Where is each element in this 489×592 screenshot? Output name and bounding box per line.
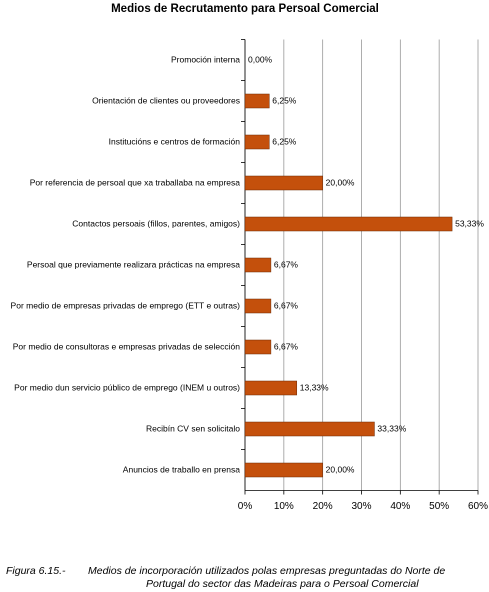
x-tick-label: 30% [351,501,371,512]
value-label: 6,67% [274,300,299,310]
bar [244,93,270,109]
bar [244,421,375,437]
x-tick-label: 0% [238,501,253,512]
value-label: 20,00% [326,177,355,187]
x-tick-label: 20% [313,501,333,512]
bar [244,380,298,396]
value-label: 6,25% [272,95,297,105]
caption-text: Portugal do sector das Madeiras para o P… [146,578,419,590]
bar [244,298,272,314]
x-tick-label: 40% [390,501,410,512]
y-tick-label: Por referencia de persoal que xa traball… [30,177,241,187]
caption-label: Figura 6.15.- [6,565,66,577]
y-tick-label: Recibín CV sen solicitalo [146,423,240,433]
bar [244,257,272,273]
y-tick-label: Persoal que previamente realizara prácti… [27,259,240,269]
bar [244,462,323,478]
value-label: 13,33% [300,382,329,392]
value-label: 6,25% [272,136,297,146]
value-label: 33,33% [377,423,406,433]
value-label: 6,67% [274,341,299,351]
y-tick-label: Por medio dun servicio público de empreg… [14,382,240,392]
value-label: 53,33% [455,218,484,228]
caption-text: Medios de incorporación utilizados polas… [88,565,445,577]
y-tick-label: Institucións e centros de formación [109,136,241,146]
y-tick-label: Por medio de empresas privadas de empreg… [11,300,241,310]
x-tick-label: 10% [274,501,294,512]
value-label: 0,00% [248,54,273,64]
y-tick-label: Anuncios de traballo en prensa [123,464,240,474]
value-label: 6,67% [274,259,299,269]
bar [244,339,272,355]
y-tick-label: Promoción interna [171,54,240,64]
bar [244,175,323,191]
bar [244,216,453,232]
y-tick-label: Contactos persoais (fillos, parentes, am… [72,218,240,228]
bar [244,134,270,150]
x-tick-label: 60% [468,501,488,512]
chart-title: Medios de Recrutamento para Persoal Come… [111,3,379,15]
x-tick-label: 50% [429,501,449,512]
y-tick-label: Orientación de clientes ou proveedores [92,95,240,105]
y-tick-label: Por medio de consultoras e empresas priv… [13,341,241,351]
value-label: 20,00% [326,464,355,474]
